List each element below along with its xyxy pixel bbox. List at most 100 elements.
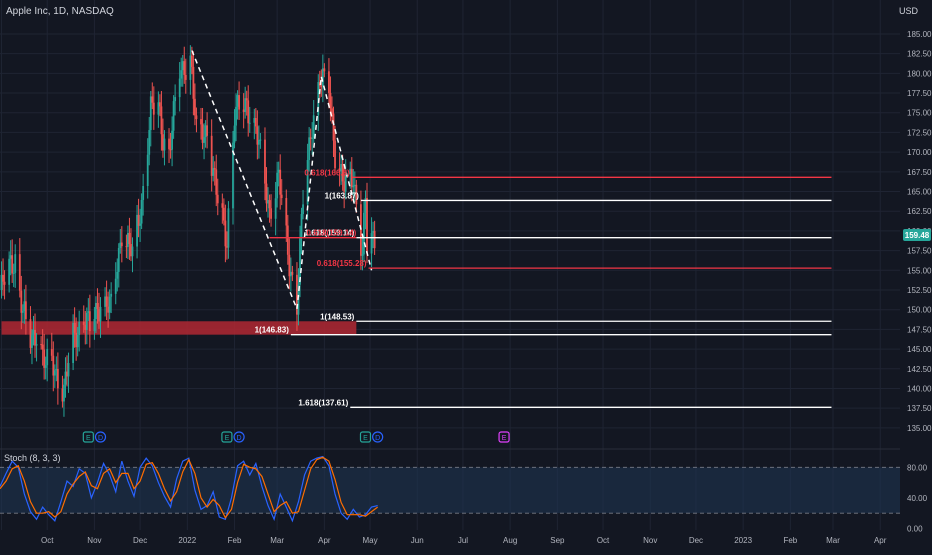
dividend-event-marker xyxy=(94,431,107,443)
time-axis-label: Feb xyxy=(783,536,797,545)
candle-body xyxy=(76,334,79,348)
candle-body xyxy=(29,319,32,348)
candle-body xyxy=(180,70,183,79)
candle-body xyxy=(9,255,12,259)
candle-body xyxy=(149,96,152,131)
candle-body xyxy=(63,384,65,402)
candle-body xyxy=(370,233,373,254)
candle-body xyxy=(14,254,17,273)
candle-body xyxy=(224,220,227,247)
candle-body xyxy=(78,321,81,335)
candle-body xyxy=(204,125,207,138)
zigzag-pattern-line xyxy=(191,50,373,310)
stoch-axis-label: 0.00 xyxy=(907,524,923,533)
candle-body xyxy=(131,246,134,257)
support-zone xyxy=(1,321,357,335)
candle-body xyxy=(321,68,324,86)
candle-body xyxy=(200,119,202,125)
candle-body xyxy=(169,149,172,151)
earnings-event-marker xyxy=(359,431,372,443)
event-glyph: E xyxy=(86,435,91,442)
price-axis-label: 167.50 xyxy=(907,168,932,177)
candle-body xyxy=(104,296,106,307)
fib-level-label: 0.618(155.28) xyxy=(317,259,367,268)
candle-body xyxy=(274,198,277,219)
candle-body xyxy=(306,159,309,205)
candle-body xyxy=(213,168,216,170)
candle-body xyxy=(35,344,38,346)
candle-body xyxy=(61,388,64,402)
time-axis-label: May xyxy=(362,536,377,545)
candle-body xyxy=(146,154,149,187)
time-axis-label: Apr xyxy=(318,536,331,545)
candle-body xyxy=(2,274,4,282)
fib-level-left-label: 0.618(159.14) xyxy=(307,229,357,238)
candle-body xyxy=(363,212,365,255)
candle-body xyxy=(190,55,193,67)
candle-body xyxy=(84,324,87,330)
event-glyph: D xyxy=(375,435,380,442)
stoch-layer xyxy=(0,455,900,523)
candle-body xyxy=(174,97,177,102)
candle-body xyxy=(189,55,192,80)
candle-body xyxy=(361,254,364,256)
candle-body xyxy=(257,140,260,145)
candle-body xyxy=(140,199,143,224)
time-axis-label: Dec xyxy=(133,536,147,545)
time-axis-label: Feb xyxy=(228,536,242,545)
candle-body xyxy=(34,329,36,346)
candle-body xyxy=(168,138,170,150)
candle-body xyxy=(114,278,117,294)
candle-body xyxy=(181,61,184,71)
time-axis-label: Jul xyxy=(458,536,468,545)
candle-body xyxy=(247,100,250,124)
time-axis-label: Oct xyxy=(41,536,54,545)
candle-body xyxy=(127,232,129,247)
candle-body xyxy=(31,334,33,348)
candle-body xyxy=(203,137,205,143)
candle-body xyxy=(130,244,132,257)
candle-body xyxy=(120,242,123,247)
event-glyph: D xyxy=(98,435,103,442)
symbol-title: Apple Inc, 1D, NASDAQ xyxy=(6,6,114,17)
candle-body xyxy=(350,168,353,188)
candle-body xyxy=(0,274,3,290)
candle-body xyxy=(98,308,100,322)
candle-body xyxy=(23,301,26,312)
candle-body xyxy=(66,371,68,377)
candle-body xyxy=(93,319,96,332)
candle-body xyxy=(137,214,140,226)
candle-body xyxy=(195,115,198,120)
candle-body xyxy=(151,96,154,103)
candle-body xyxy=(67,363,70,377)
candle-body xyxy=(308,137,311,160)
event-glyph: E xyxy=(502,435,507,442)
grid-layer xyxy=(0,0,900,530)
candle-body xyxy=(235,106,237,126)
candle-body xyxy=(276,172,279,199)
candle-body xyxy=(364,197,367,213)
time-axis-label: Dec xyxy=(689,536,703,545)
fib-level-label: 1(148.53) xyxy=(320,312,355,321)
candle-body xyxy=(152,102,155,115)
candle-body xyxy=(256,126,259,145)
axis-layer: 135.00 137.50 140.00 142.50 145.00 147.50 150.… xyxy=(41,30,932,545)
candle-body xyxy=(215,169,218,195)
candle-body xyxy=(242,109,245,112)
candle-body xyxy=(171,130,173,150)
candle-layer xyxy=(0,45,376,417)
price-axis-label: 180.00 xyxy=(907,69,932,78)
candle-body xyxy=(85,312,88,330)
zone-layer xyxy=(1,321,357,335)
candle-body xyxy=(73,322,76,333)
candle-body xyxy=(88,311,91,332)
candle-body xyxy=(343,181,346,192)
candle-body xyxy=(288,254,291,277)
candle-body xyxy=(341,163,344,182)
candle-body xyxy=(291,271,294,275)
candle-body xyxy=(158,102,161,107)
candle-body xyxy=(352,185,355,188)
candle-body xyxy=(20,290,23,313)
price-axis-label: 185.00 xyxy=(907,30,932,39)
